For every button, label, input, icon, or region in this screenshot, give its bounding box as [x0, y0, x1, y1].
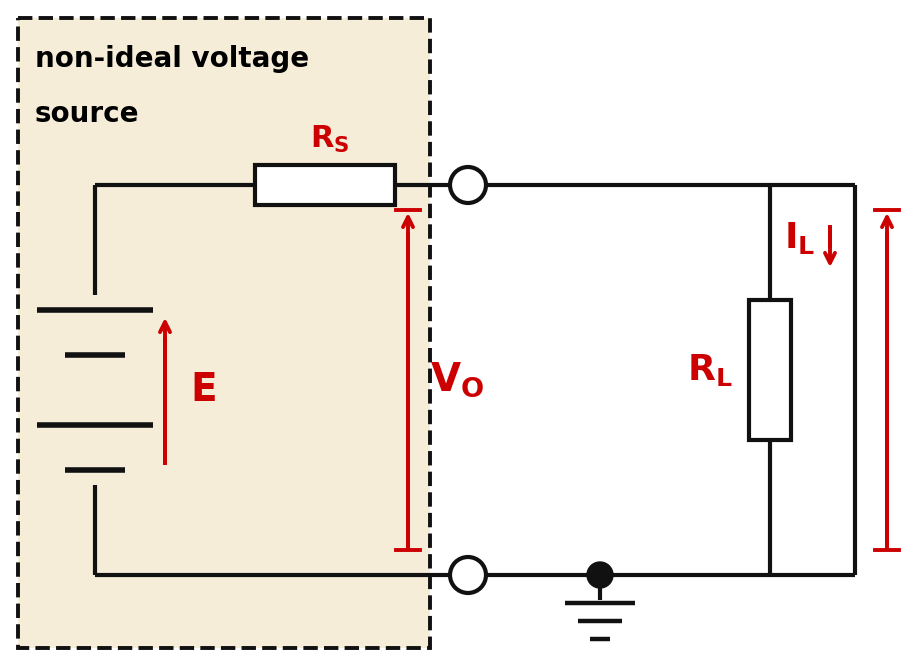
Text: $\mathbf{I_{L}}$: $\mathbf{I_{L}}$: [783, 220, 815, 256]
Text: $\mathbf{R_{L}}$: $\mathbf{R_{L}}$: [686, 352, 732, 388]
Circle shape: [449, 557, 485, 593]
Text: $\mathbf{R_{S}}$: $\mathbf{R_{S}}$: [310, 124, 349, 155]
Text: source: source: [35, 100, 139, 128]
Circle shape: [586, 562, 612, 588]
FancyBboxPatch shape: [18, 18, 429, 648]
Bar: [254, 165, 394, 205]
Text: $\mathbf{E}$: $\mathbf{E}$: [189, 371, 216, 409]
Text: non-ideal voltage: non-ideal voltage: [35, 45, 308, 73]
Circle shape: [449, 167, 485, 203]
Bar: [748, 300, 790, 440]
Text: $\mathbf{V_{O}}$: $\mathbf{V_{O}}$: [429, 361, 483, 400]
